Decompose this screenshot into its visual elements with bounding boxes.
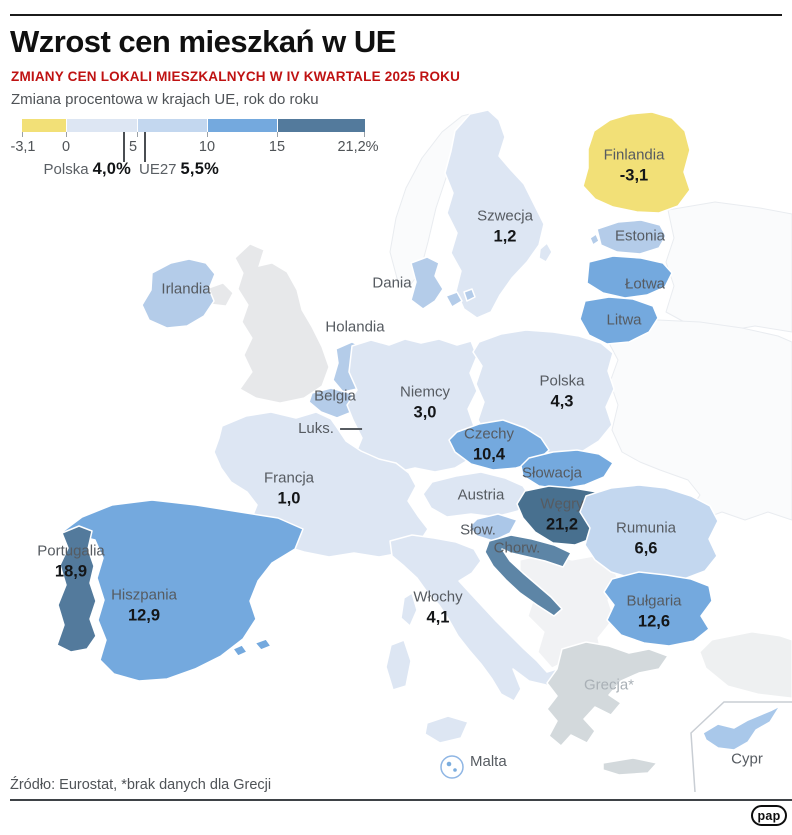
island-gotland bbox=[538, 242, 553, 263]
legend-tick bbox=[22, 132, 23, 137]
country-shape-austria bbox=[422, 471, 532, 518]
country-shape-dania bbox=[410, 256, 444, 310]
country-shape-grecja bbox=[546, 641, 669, 747]
island-sicily bbox=[424, 715, 469, 744]
legend-tick bbox=[364, 132, 365, 137]
cyprus-inset-backdrop bbox=[691, 702, 792, 792]
label-chorwacja: Chorw. bbox=[493, 539, 541, 557]
legend-segment-0-5 bbox=[66, 119, 137, 132]
country-shape-slowacja bbox=[520, 449, 614, 490]
cyprus-inset-border bbox=[690, 701, 792, 793]
label-hiszpania: Hiszpania 12,9 bbox=[111, 586, 177, 625]
country-shape-szwecja bbox=[444, 109, 545, 319]
country-shape-russia bbox=[665, 201, 792, 333]
legend-segment-10-15 bbox=[207, 119, 277, 132]
country-shape-cypr bbox=[702, 705, 781, 751]
label-rumunia: Rumunia 6,6 bbox=[615, 519, 677, 558]
legend-tick bbox=[277, 132, 278, 137]
country-shape-rumunia bbox=[579, 484, 719, 584]
legend-marker-name: UE27 bbox=[139, 161, 177, 178]
legend-tick-label: 5 bbox=[128, 139, 138, 155]
country-shape-finlandia bbox=[582, 111, 691, 214]
label-austria: Austria bbox=[457, 486, 505, 504]
malta-island-dot bbox=[453, 768, 457, 772]
country-shape-portugalia bbox=[56, 525, 97, 653]
legend-marker-value: 5,5% bbox=[180, 160, 219, 178]
legend-color-bar bbox=[22, 119, 365, 132]
country-shape-turkey bbox=[699, 631, 792, 699]
label-wegry: Węgry 21,2 bbox=[540, 495, 584, 534]
island-sardinia bbox=[385, 639, 412, 691]
bottom-rule bbox=[10, 799, 792, 801]
legend-tick bbox=[137, 132, 138, 137]
label-grecja: Grecja* bbox=[583, 676, 635, 694]
page-title: Wzrost cen mieszkań w UE bbox=[10, 24, 396, 59]
label-slowacja: Słowacja bbox=[521, 464, 583, 482]
legend-tick-label: 10 bbox=[198, 139, 216, 155]
label-polska: Polska 4,3 bbox=[539, 372, 585, 411]
legend-marker-ue27: UE27 5,5% bbox=[139, 160, 219, 179]
source-note: Źródło: Eurostat, *brak danych dla Grecj… bbox=[10, 777, 272, 793]
island-crete bbox=[602, 757, 658, 776]
label-szwecja: Szwecja 1,2 bbox=[477, 207, 533, 246]
label-niemcy: Niemcy 3,0 bbox=[399, 383, 451, 422]
label-dania: Dania bbox=[372, 274, 412, 292]
label-irlandia: Irlandia bbox=[161, 280, 211, 298]
country-shape-estonia bbox=[596, 219, 667, 255]
country-shape-united-kingdom bbox=[234, 243, 330, 404]
subtitle: ZMIANY CEN LOKALI MIESZKALNYCH W IV KWAR… bbox=[11, 69, 461, 84]
legend-segment-negative bbox=[22, 119, 66, 132]
legend-segment-5-10 bbox=[137, 119, 207, 132]
malta-circle-icon bbox=[440, 755, 464, 779]
label-czechy: Czechy 10,4 bbox=[463, 425, 515, 464]
country-shape-chorwacja bbox=[484, 534, 572, 617]
country-shape-lotwa bbox=[586, 255, 673, 299]
island-corsica bbox=[400, 592, 418, 627]
legend-tick bbox=[66, 132, 67, 137]
label-wlochy: Włochy 4,1 bbox=[413, 588, 463, 627]
legend-marker-value: 4,0% bbox=[92, 160, 131, 178]
country-shape-irlandia bbox=[141, 258, 216, 329]
island-zealand bbox=[445, 291, 463, 308]
legend-marker-line-ue27 bbox=[144, 132, 146, 162]
country-shape-hiszpania bbox=[61, 499, 304, 682]
label-portugalia: Portugalia 18,9 bbox=[37, 542, 105, 581]
label-luksemburg: Luks. bbox=[298, 419, 362, 439]
legend-marker-polska: Polska 4,0% bbox=[0, 160, 131, 179]
label-slowenia: Słow. bbox=[460, 521, 496, 539]
legend-tick-label: -3,1 bbox=[10, 139, 36, 155]
country-shape-bulgaria bbox=[603, 571, 713, 647]
label-bulgaria: Bułgaria 12,6 bbox=[626, 592, 682, 631]
label-finlandia: Finlandia -3,1 bbox=[603, 146, 665, 185]
country-shape-litwa bbox=[579, 296, 659, 345]
island-saaremaa bbox=[589, 233, 600, 246]
legend-segment-15-plus bbox=[277, 119, 365, 132]
pap-logo: pap bbox=[751, 805, 787, 826]
legend-tick bbox=[207, 132, 208, 137]
label-lotwa: Łotwa bbox=[624, 275, 666, 293]
label-belgia: Belgia bbox=[314, 387, 356, 405]
island-funen bbox=[463, 288, 476, 302]
malta-island-dot bbox=[446, 761, 452, 767]
description: Zmiana procentowa w krajach UE, rok do r… bbox=[11, 91, 319, 108]
label-litwa: Litwa bbox=[606, 311, 642, 329]
label-francja: Francja 1,0 bbox=[263, 469, 315, 508]
label-malta: Malta bbox=[470, 753, 507, 770]
legend-tick-label: 21,2% bbox=[337, 139, 379, 155]
legend-marker-name: Polska bbox=[43, 161, 89, 178]
island-balearic-2 bbox=[254, 638, 272, 651]
label-estonia: Estonia bbox=[614, 227, 666, 245]
top-rule bbox=[10, 14, 782, 16]
legend-tick-label: 15 bbox=[268, 139, 286, 155]
legend-tick-label: 0 bbox=[61, 139, 71, 155]
island-balearic-1 bbox=[232, 644, 248, 657]
label-holandia: Holandia bbox=[325, 318, 385, 336]
legend-marker-line-polska bbox=[123, 132, 125, 162]
label-cypr: Cypr bbox=[731, 750, 763, 768]
luksemburg-pointer-line bbox=[339, 428, 362, 430]
